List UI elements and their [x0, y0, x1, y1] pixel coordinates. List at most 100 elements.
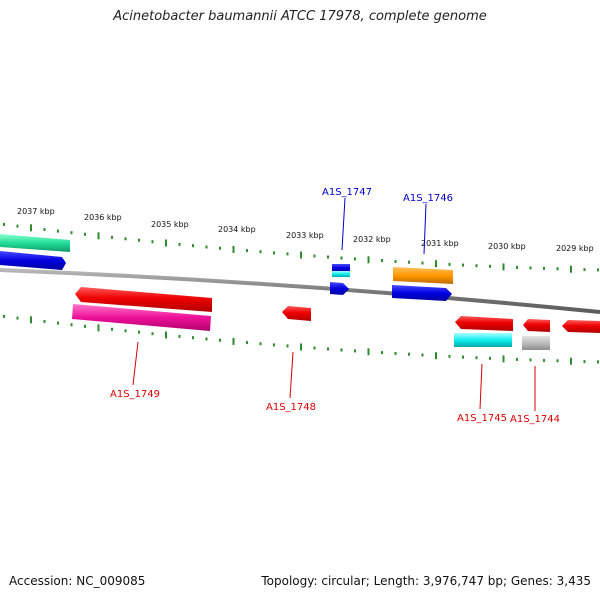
minor-tick	[597, 360, 599, 364]
gene-feature-a1s-1745-cyan[interactable]	[454, 333, 512, 347]
minor-tick	[313, 254, 316, 258]
major-tick	[300, 343, 302, 351]
gene-label-a1s-1748[interactable]: A1S_1748	[266, 402, 316, 413]
major-tick	[232, 337, 235, 345]
forward-tick-track	[3, 222, 599, 273]
forward-features	[0, 234, 453, 301]
genome-summary: Topology: circular; Length: 3,976,747 bp…	[261, 574, 591, 588]
gene-feature-a1s-1749-pink[interactable]	[72, 304, 211, 331]
minor-tick	[111, 235, 113, 239]
minor-tick	[421, 261, 424, 265]
major-tick	[502, 263, 505, 271]
gene-feature-a1s-1749[interactable]	[75, 287, 212, 312]
axis-label-2037: 2037 kbp	[17, 207, 55, 216]
minor-tick	[246, 249, 248, 253]
minor-tick	[408, 352, 410, 356]
major-tick	[367, 256, 370, 264]
reverse-tick-track	[3, 314, 599, 365]
minor-tick	[192, 244, 194, 248]
leader-a1s-1748	[289, 351, 294, 399]
minor-tick	[219, 246, 221, 250]
minor-tick	[448, 262, 451, 266]
minor-tick	[313, 346, 316, 350]
map-title: Acinetobacter baumannii ATCC 17978, comp…	[113, 9, 487, 24]
major-tick	[30, 316, 32, 324]
minor-tick	[273, 343, 275, 347]
minor-tick	[394, 260, 397, 263]
minor-tick	[597, 268, 599, 272]
gene-label-a1s-1745[interactable]: A1S_1745	[457, 413, 507, 424]
minor-tick	[583, 268, 586, 272]
gene-feature-a1s-1745[interactable]	[455, 316, 513, 331]
gene-feature-a1s-1747-arrow[interactable]	[330, 282, 349, 295]
gene-feature-a1s-1747-cyan[interactable]	[332, 271, 350, 277]
major-tick	[435, 260, 437, 268]
genome-backbone	[0, 268, 600, 314]
gene-feature-green[interactable]	[0, 234, 70, 252]
minor-tick	[327, 347, 329, 351]
axis-label-2029: 2029 kbp	[556, 244, 594, 253]
minor-tick	[327, 255, 329, 259]
gene-label-a1s-1749[interactable]: A1S_1749	[110, 389, 160, 400]
axis-label-2034: 2034 kbp	[218, 225, 256, 234]
major-tick	[97, 232, 100, 240]
minor-tick	[178, 242, 181, 246]
major-tick	[367, 348, 370, 356]
minor-tick	[124, 329, 127, 333]
minor-tick	[84, 232, 86, 236]
minor-tick	[3, 314, 5, 318]
minor-tick	[556, 359, 559, 363]
minor-tick	[246, 341, 248, 345]
minor-tick	[516, 357, 518, 361]
gene-feature-a1s-1744[interactable]	[523, 319, 550, 332]
major-tick	[165, 239, 167, 247]
gene-feature-red-right[interactable]	[562, 320, 600, 333]
minor-tick	[381, 259, 383, 263]
minor-tick	[516, 265, 518, 269]
minor-tick	[340, 256, 343, 260]
minor-tick	[475, 356, 478, 360]
minor-tick	[354, 257, 356, 261]
minor-tick	[462, 263, 464, 267]
major-tick	[165, 331, 167, 339]
gene-labels: A1S_1747 A1S_1746 A1S_1749 A1S_1748 A1S_…	[110, 187, 560, 425]
gene-feature-a1s-1746-orange[interactable]	[393, 267, 453, 284]
minor-tick	[151, 332, 154, 336]
minor-tick	[57, 229, 59, 233]
gene-feature-a1s-1744-gray[interactable]	[522, 336, 550, 350]
minor-tick	[178, 334, 181, 338]
axis-label-2032: 2032 kbp	[353, 235, 391, 244]
minor-tick	[3, 222, 5, 226]
minor-tick	[529, 358, 532, 362]
gene-label-a1s-1746[interactable]: A1S_1746	[403, 193, 453, 204]
minor-tick	[273, 251, 275, 255]
minor-tick	[205, 245, 208, 249]
axis-label-2033: 2033 kbp	[286, 231, 324, 240]
axis-labels: 2037 kbp 2036 kbp 2035 kbp 2034 kbp 2033…	[17, 207, 594, 253]
gene-feature-blue-left[interactable]	[0, 251, 66, 270]
minor-tick	[583, 360, 586, 364]
gene-feature-a1s-1748[interactable]	[282, 306, 311, 321]
major-tick	[502, 355, 505, 363]
minor-tick	[70, 231, 73, 235]
label-leaders	[132, 197, 536, 411]
minor-tick	[259, 342, 262, 346]
gene-feature-a1s-1747[interactable]	[332, 264, 350, 272]
minor-tick	[340, 348, 343, 352]
gene-feature-a1s-1746[interactable]	[392, 285, 452, 301]
minor-tick	[124, 237, 127, 241]
minor-tick	[475, 264, 478, 268]
gene-label-a1s-1744[interactable]: A1S_1744	[510, 414, 560, 425]
major-tick	[435, 352, 437, 360]
leader-a1s-1746	[423, 203, 427, 255]
minor-tick	[192, 336, 194, 340]
minor-tick	[408, 260, 410, 264]
major-tick	[300, 251, 302, 259]
minor-tick	[286, 344, 289, 348]
minor-tick	[151, 240, 154, 244]
major-tick	[232, 245, 235, 253]
minor-tick	[462, 355, 464, 359]
gene-label-a1s-1747[interactable]: A1S_1747	[322, 187, 372, 198]
axis-label-2030: 2030 kbp	[488, 242, 526, 251]
minor-tick	[70, 323, 73, 327]
